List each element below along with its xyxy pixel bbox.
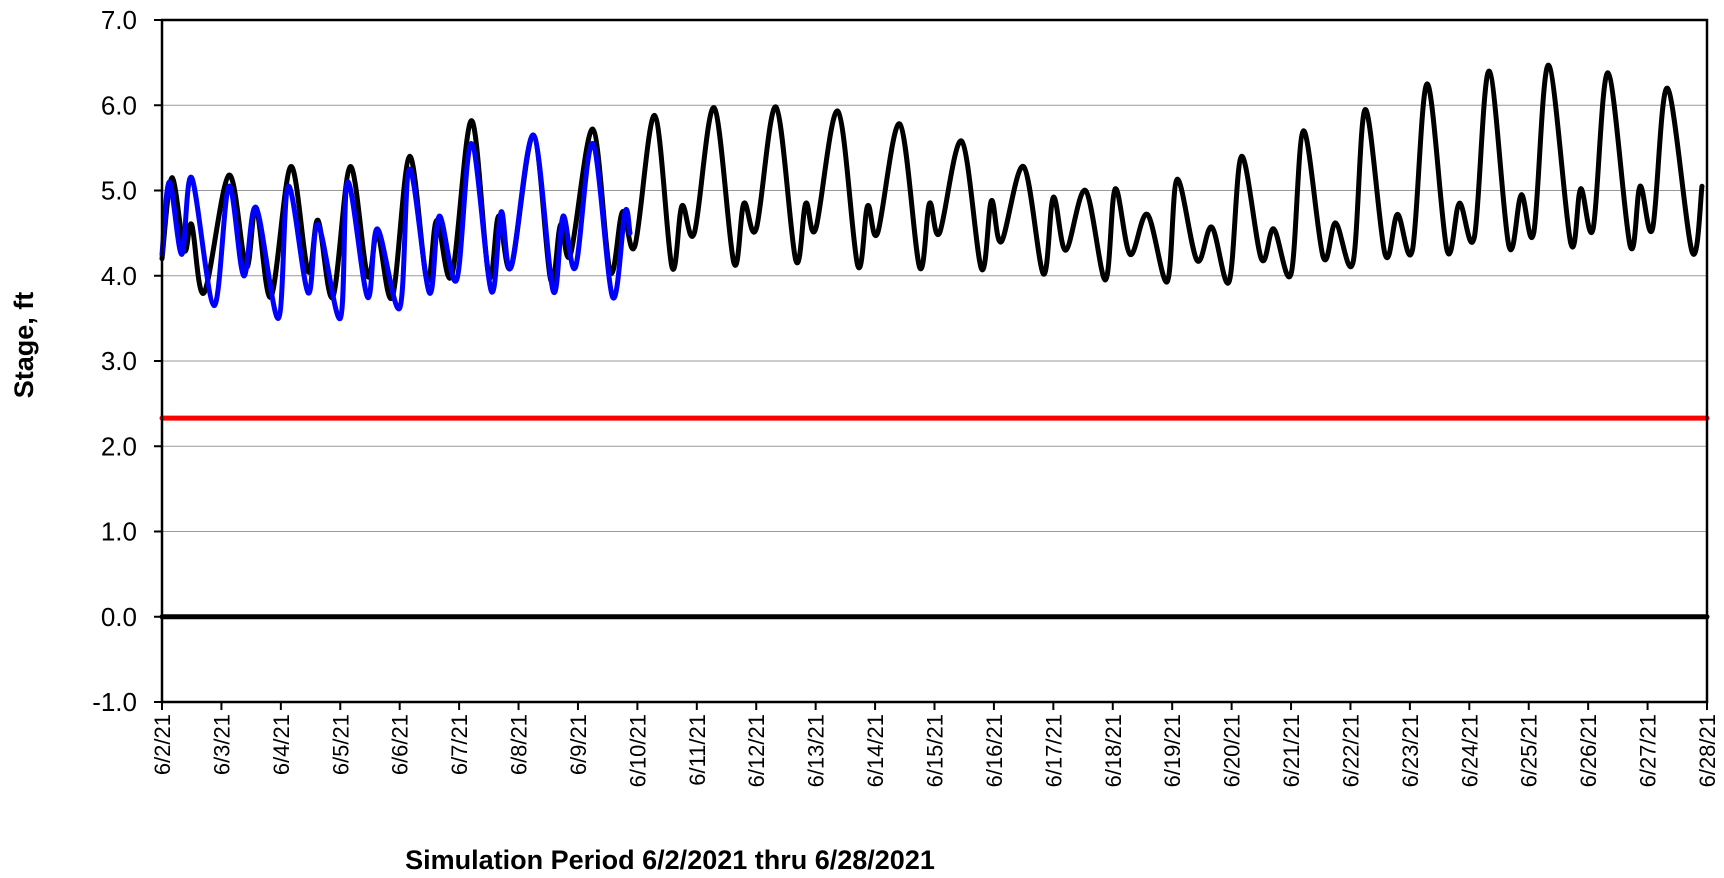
y-tick-label: 2.0 bbox=[101, 431, 137, 461]
x-tick-label: 6/18/21 bbox=[1101, 714, 1126, 787]
x-axis-ticks: 6/2/21 6/3/21 6/4/21 6/5/21 6/6/21 6/7/21 6/8/… bbox=[150, 702, 1720, 787]
x-tick-label: 6/16/21 bbox=[982, 714, 1007, 787]
y-tick-label: 5.0 bbox=[101, 176, 137, 206]
x-tick-label: 6/4/21 bbox=[269, 714, 294, 775]
x-tick-label: 6/12/21 bbox=[744, 714, 769, 787]
x-tick-label: 6/19/21 bbox=[1160, 714, 1185, 787]
y-tick-label: 3.0 bbox=[101, 346, 137, 376]
x-tick-label: 6/21/21 bbox=[1279, 714, 1304, 787]
y-tick-label: 6.0 bbox=[101, 90, 137, 120]
series-line-1 bbox=[159, 132, 633, 321]
x-tick-label: 6/25/21 bbox=[1517, 714, 1542, 787]
x-tick-label: 6/7/21 bbox=[447, 714, 472, 775]
x-tick-label: 6/15/21 bbox=[923, 714, 948, 787]
x-tick-label: 6/28/21 bbox=[1695, 714, 1720, 787]
x-tick-label: 6/9/21 bbox=[566, 714, 591, 775]
x-tick-label: 6/10/21 bbox=[625, 714, 650, 787]
x-tick-label: 6/23/21 bbox=[1398, 714, 1423, 787]
y-tick-label: 4.0 bbox=[101, 261, 137, 291]
x-axis-title: Simulation Period 6/2/2021 thru 6/28/202… bbox=[405, 845, 935, 875]
x-tick-label: 6/2/21 bbox=[150, 714, 175, 775]
x-tick-label: 6/22/21 bbox=[1338, 714, 1363, 787]
x-tick-label: 6/24/21 bbox=[1457, 714, 1482, 787]
y-axis-ticks: -1.0 0.0 1.0 2.0 3.0 4.0 5.0 6.0 7.0 bbox=[92, 5, 162, 717]
y-tick-label: 7.0 bbox=[101, 5, 137, 35]
x-tick-label: 6/20/21 bbox=[1220, 714, 1245, 787]
series-line-0 bbox=[159, 62, 1705, 302]
y-tick-label: -1.0 bbox=[92, 687, 137, 717]
x-tick-label: 6/17/21 bbox=[1041, 714, 1066, 787]
x-tick-label: 6/26/21 bbox=[1576, 714, 1601, 787]
grid-lines bbox=[162, 19, 1707, 703]
x-tick-label: 6/6/21 bbox=[388, 714, 413, 775]
x-tick-label: 6/27/21 bbox=[1636, 714, 1661, 787]
x-tick-label: 6/14/21 bbox=[863, 714, 888, 787]
x-tick-label: 6/5/21 bbox=[328, 714, 353, 775]
y-axis-title: Stage, ft bbox=[9, 292, 39, 399]
x-tick-label: 6/13/21 bbox=[804, 714, 829, 787]
series-lines bbox=[159, 62, 1710, 620]
x-tick-label: 6/11/21 bbox=[685, 714, 710, 786]
x-tick-label: 6/3/21 bbox=[209, 714, 234, 775]
y-tick-label: 1.0 bbox=[101, 517, 137, 547]
y-tick-label: 0.0 bbox=[101, 602, 137, 632]
x-tick-label: 6/8/21 bbox=[507, 714, 532, 775]
